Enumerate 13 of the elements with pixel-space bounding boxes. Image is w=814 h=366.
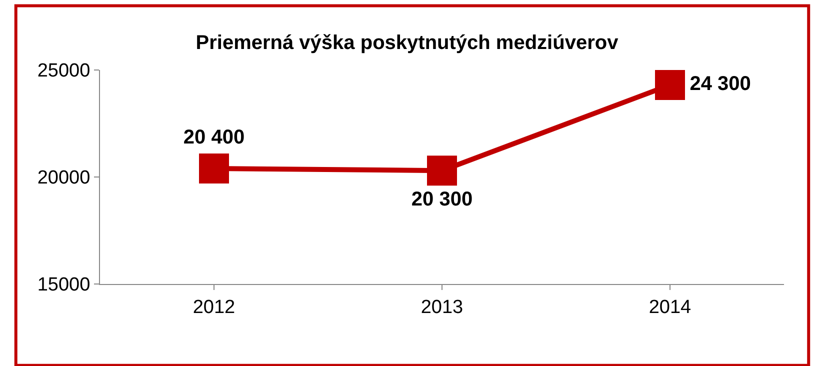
x-tick-label: 2013: [420, 296, 464, 318]
point: [199, 153, 229, 184]
data-label: 20 400: [183, 126, 245, 149]
x-tick-label: 2012: [192, 296, 236, 318]
y-tick-label: 15000: [37, 274, 90, 296]
data-label: 24 300: [690, 72, 751, 95]
x-tick-label: 2014: [648, 296, 692, 318]
y-tick-label: 25000: [37, 60, 90, 82]
data-label: 20 300: [411, 188, 473, 210]
point: [655, 70, 685, 100]
y-tick-label: 20000: [37, 168, 90, 189]
chart-title: Priemerná výška poskytnutých medziúverov: [196, 32, 620, 54]
point: [427, 156, 457, 186]
